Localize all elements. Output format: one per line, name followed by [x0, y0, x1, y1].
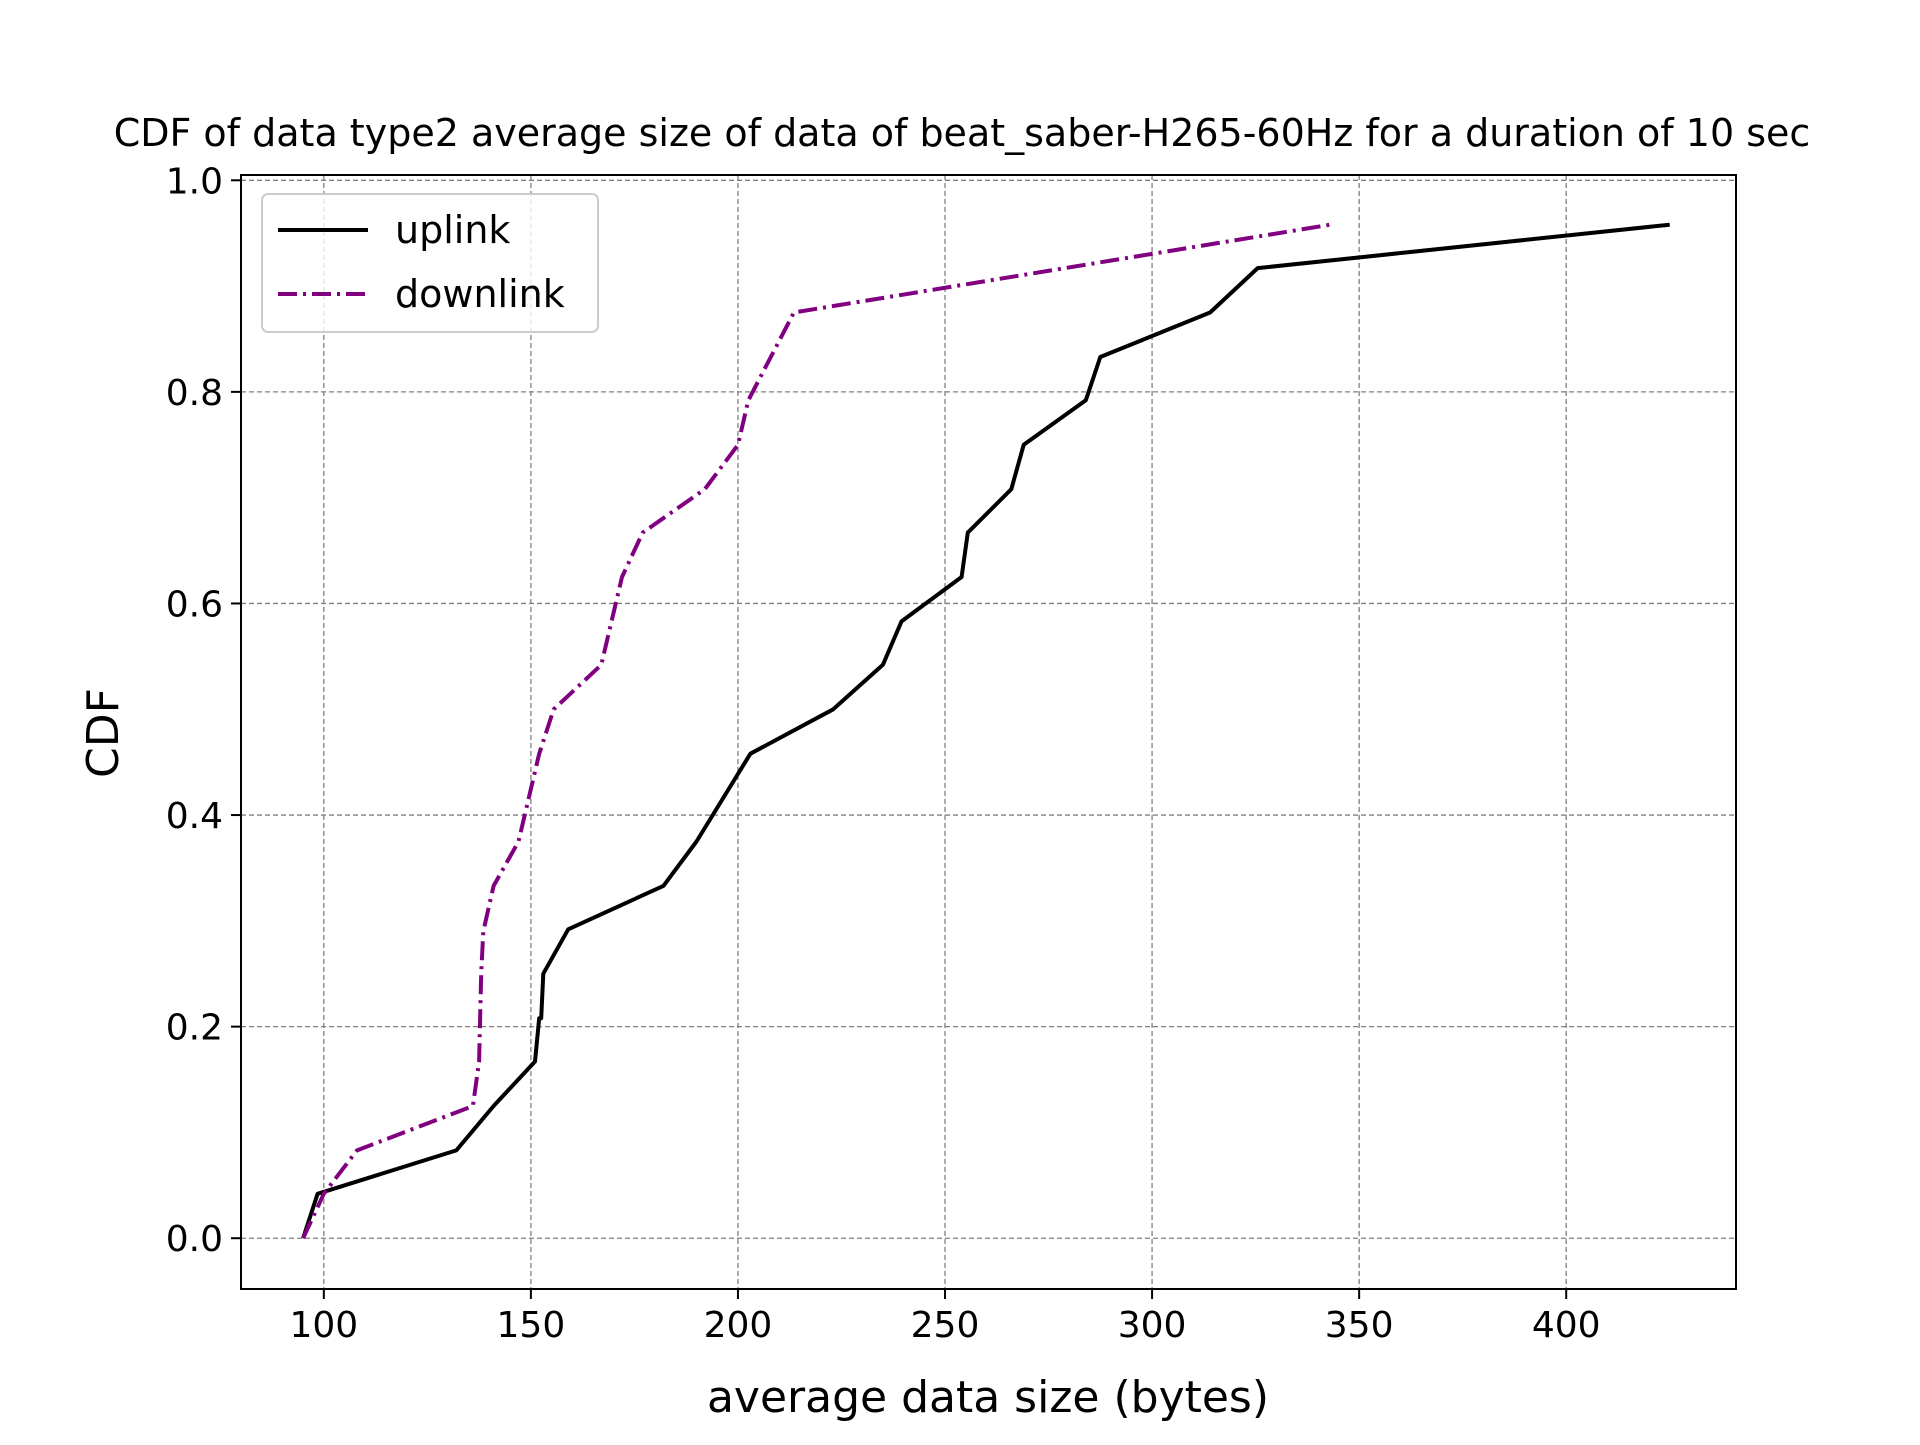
y-tick-label: 0.4	[166, 796, 223, 837]
y-tick-label: 0.6	[166, 584, 223, 625]
x-tick-label: 250	[911, 1305, 980, 1346]
series-lines	[301, 222, 1670, 1240]
series-line-downlink	[301, 222, 1331, 1240]
x-tick-label: 350	[1325, 1305, 1394, 1346]
x-axis-label: average data size (bytes)	[707, 1372, 1269, 1423]
x-tick-label: 150	[497, 1305, 566, 1346]
y-axis-label: CDF	[78, 688, 129, 778]
legend: uplink downlink	[261, 193, 599, 333]
y-tick-label: 0.0	[166, 1219, 223, 1260]
legend-label-downlink: downlink	[395, 272, 565, 316]
grid	[241, 175, 1736, 1289]
axis-ticks: 100 150 200 250 300 350 400 0.0 0.2 0.4 0.6 0.8 1.0	[166, 161, 1601, 1346]
legend-label-uplink: uplink	[395, 208, 510, 252]
y-tick-label: 0.8	[166, 373, 223, 414]
plot-frame	[240, 174, 1737, 1290]
x-tick-label: 400	[1532, 1305, 1601, 1346]
x-tick-label: 100	[289, 1305, 358, 1346]
y-tick-label: 0.2	[166, 1008, 223, 1049]
x-tick-label: 200	[704, 1305, 773, 1346]
series-line-uplink	[301, 222, 1670, 1239]
chart-title: CDF of data type2 average size of data o…	[114, 111, 1811, 155]
y-tick-label: 1.0	[166, 161, 223, 202]
x-tick-label: 300	[1118, 1305, 1187, 1346]
